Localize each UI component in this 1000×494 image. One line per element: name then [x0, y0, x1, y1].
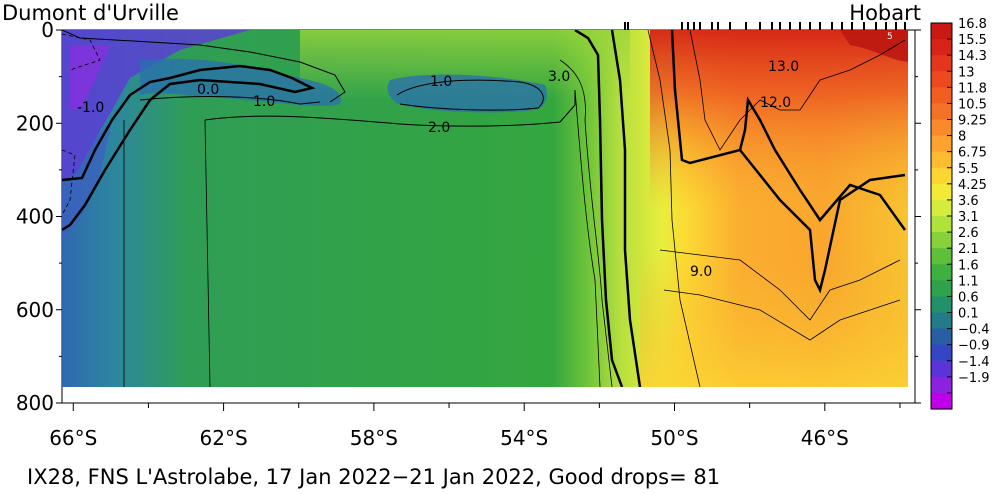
y-tick-label: 0 [41, 18, 54, 42]
temperature-field [62, 30, 908, 387]
colorbar-label: 0.1 [958, 307, 979, 322]
colorbar-label: 4.25 [958, 178, 987, 193]
colorbar-label: 1.1 [958, 274, 979, 289]
contour-12c [670, 30, 907, 231]
colorbar-label: 0.6 [958, 290, 979, 305]
contour-label: 12.0 [760, 95, 791, 111]
colorbar-swatch [931, 199, 952, 217]
colorbar-label: 6.75 [958, 146, 987, 161]
colorbar-swatch [931, 232, 952, 249]
colorbar-label: 9.25 [958, 114, 987, 129]
colorbar-swatch [931, 55, 952, 72]
colorbar-swatch [931, 119, 952, 137]
contour-label: 0.0 [197, 82, 219, 98]
colorbar-swatch [931, 280, 952, 298]
contour-label: 9.0 [690, 264, 712, 280]
colorbar-label: −1.4 [958, 355, 990, 370]
colorbar-label: 3.1 [958, 210, 979, 225]
x-tick-label: 62°S [200, 426, 248, 450]
colorbar-label: 16.8 [958, 17, 987, 32]
colorbar-label: 5.5 [958, 162, 979, 177]
contour-lines [62, 30, 907, 387]
x-tick-label: 54°S [500, 426, 548, 450]
colorbar-label: 11.8 [958, 81, 987, 96]
title-right: Hobart [849, 1, 921, 25]
colorbar-label: −0.4 [958, 323, 990, 338]
colorbar-label: 13 [958, 65, 975, 80]
colorbar-label: −0.9 [958, 339, 990, 354]
colorbar: 16.815.514.31311.810.59.2586.755.54.253.… [930, 17, 990, 410]
colorbar-label: −1.9 [958, 371, 990, 386]
colorbar-swatch [931, 151, 952, 169]
colorbar-swatch [931, 296, 952, 314]
y-tick-label: 200 [16, 111, 54, 135]
colorbar-label: 2.6 [958, 226, 979, 241]
colorbar-swatch [931, 328, 952, 346]
colorbar-swatch [931, 167, 952, 185]
contour-label: 13.0 [768, 59, 799, 75]
contour-label: 2.0 [428, 120, 450, 136]
x-axis: 66°S 62°S 58°S 54°S 50°S 46°S [49, 403, 901, 450]
x-tick-label: 66°S [49, 426, 97, 450]
contour-label: 3.0 [548, 69, 570, 85]
colorbar-swatch [931, 183, 952, 201]
y-tick-label: 600 [16, 298, 54, 322]
colorbar-swatch [931, 392, 952, 410]
colorbar-label: 8 [958, 130, 966, 145]
cold-water-region [62, 30, 250, 180]
colorbar-swatch [931, 103, 952, 121]
title-left: Dumont d'Urville [2, 1, 179, 25]
colorbar-label: 1.6 [958, 258, 979, 273]
colorbar-swatch [931, 71, 952, 88]
y-tick-label: 400 [16, 205, 54, 229]
colorbar-label: 15.5 [958, 33, 987, 48]
contour-labels: -1.0 0.0 1.0 1.0 3.0 2.0 13.0 12.0 9.0 5 [77, 32, 893, 280]
colorbar-swatch [931, 312, 952, 330]
colorbar-swatch [931, 216, 952, 233]
colorbar-label: 2.1 [958, 242, 979, 257]
colorbar-swatch [931, 344, 952, 362]
colorbar-swatch [931, 360, 952, 378]
colorbar-swatch [931, 248, 952, 265]
colorbar-swatch [931, 264, 952, 281]
contour-3c [574, 30, 624, 387]
chart-caption: IX28, FNS L'Astrolabe, 17 Jan 2022−21 Ja… [27, 465, 720, 489]
colorbar-swatch [931, 135, 952, 153]
station-ticks [624, 22, 906, 30]
contour-label: 1.0 [253, 94, 275, 110]
contour-label: -1.0 [77, 100, 104, 116]
x-tick-label: 50°S [650, 426, 698, 450]
x-tick-label: 46°S [801, 426, 849, 450]
colorbar-swatch [931, 87, 952, 105]
y-axis: 0 200 400 600 800 [16, 18, 921, 415]
colorbar-swatch [931, 376, 952, 394]
contour-label: 5 [887, 32, 893, 42]
colorbar-swatch [931, 23, 952, 40]
colorbar-label: 10.5 [958, 97, 987, 112]
colorbar-swatch [931, 39, 952, 56]
contour-label: 1.0 [430, 74, 452, 90]
x-tick-label: 58°S [350, 426, 398, 450]
y-tick-label: 800 [16, 391, 54, 415]
colorbar-label: 14.3 [958, 49, 987, 64]
colorbar-label: 3.6 [958, 194, 979, 209]
